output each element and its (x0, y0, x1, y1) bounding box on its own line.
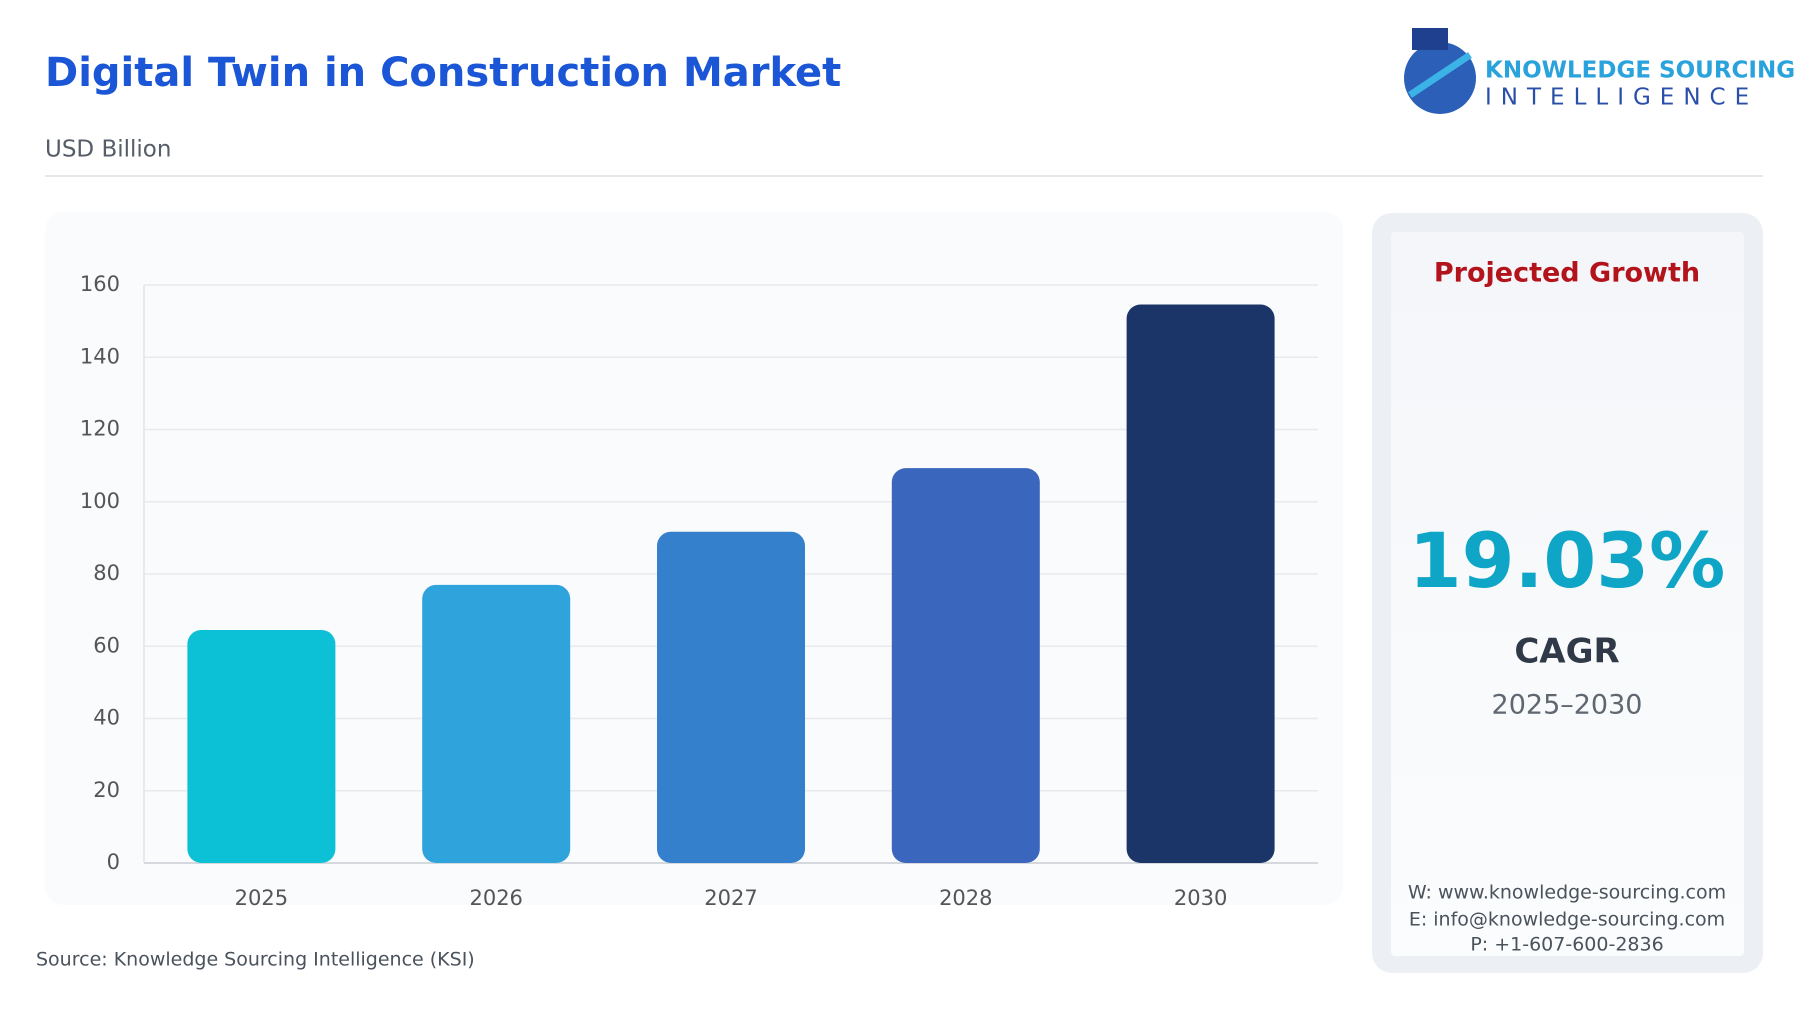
y-tick-label: 20 (93, 778, 120, 802)
growth-heading: Projected Growth (1434, 258, 1700, 289)
y-tick-label: 60 (93, 633, 120, 657)
bar (422, 584, 571, 863)
x-tick-label: 2027 (704, 886, 757, 910)
cagr-value: 19.03% (1409, 516, 1726, 605)
cagr-label: CAGR (1514, 632, 1619, 672)
bar (891, 468, 1040, 863)
contact: W: www.knowledge-sourcing.com (1408, 882, 1726, 904)
y-tick-label: 100 (80, 489, 120, 513)
bar (187, 629, 336, 863)
logo-text: INTELLIGENCE (1485, 85, 1758, 111)
y-tick-label: 0 (107, 850, 120, 874)
growth-inner (1391, 232, 1744, 956)
subtitle: USD Billion (45, 137, 171, 163)
logo: KNOWLEDGE SOURCING INTELLIGENCE (1404, 28, 1795, 114)
cagr-period: 2025–2030 (1492, 690, 1643, 721)
y-tick-label: 40 (93, 706, 120, 730)
y-tick-label: 80 (93, 561, 120, 585)
bar (1126, 304, 1275, 863)
source: Source: Knowledge Sourcing Intelligence … (36, 949, 475, 971)
y-tick-label: 160 (80, 272, 120, 296)
x-tick-label: 2030 (1174, 886, 1227, 910)
y-tick-label: 120 (80, 417, 120, 441)
contact: E: info@knowledge-sourcing.com (1409, 909, 1725, 931)
x-tick-label: 2025 (235, 886, 288, 910)
bar (657, 531, 805, 863)
contact: P: +1-607-600-2836 (1470, 934, 1663, 956)
y-tick-label: 140 (80, 344, 120, 368)
plot: 0 20 40 60 80 100 120 140 160 2025 2026 2027 2028 203… (80, 272, 1318, 910)
x-tick-label: 2028 (939, 886, 992, 910)
title: Digital Twin in Construction Market (45, 50, 841, 96)
logo-text: KNOWLEDGE SOURCING (1485, 58, 1795, 84)
x-tick-label: 2026 (469, 886, 522, 910)
